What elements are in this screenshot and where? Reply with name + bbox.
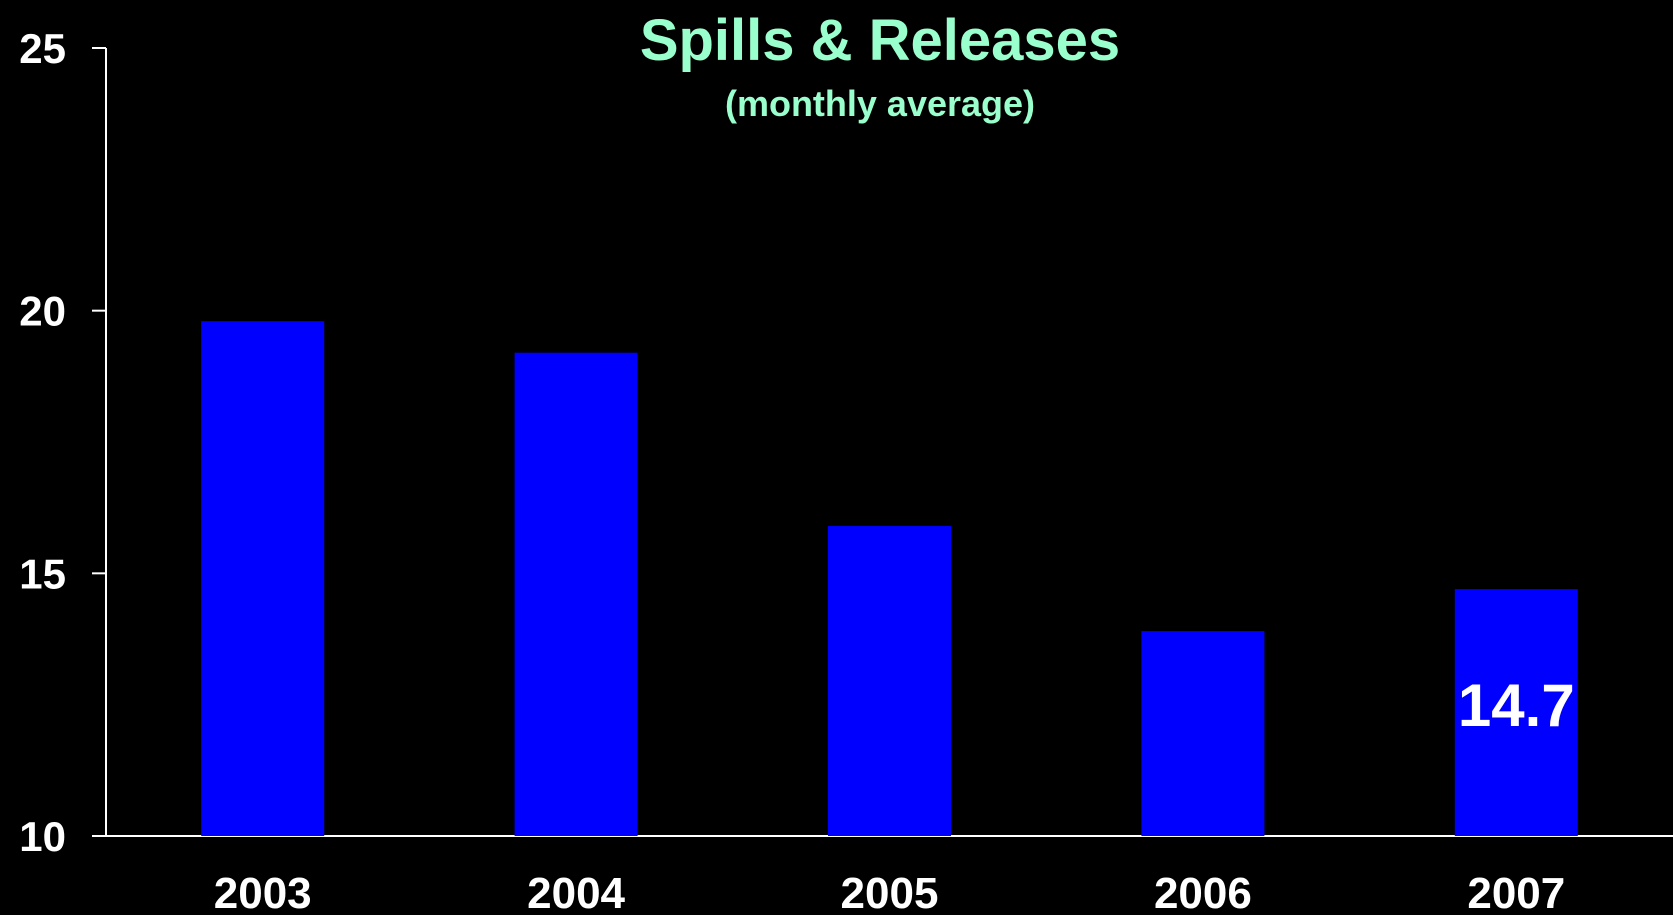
- y-tick-label: 25: [19, 25, 66, 72]
- x-tick-label: 2007: [1467, 869, 1565, 915]
- bar-2006: [1141, 631, 1265, 836]
- y-tick-label: 20: [19, 288, 66, 335]
- x-tick-label: 2003: [214, 869, 312, 915]
- y-tick-label: 10: [19, 813, 66, 860]
- chart-title: Spills & Releases: [640, 8, 1120, 73]
- data-label-2007: 14.7: [1458, 672, 1575, 739]
- bar-2005: [828, 526, 951, 836]
- bar-2007: [1454, 589, 1578, 836]
- bar-2004: [514, 352, 638, 836]
- x-tick-label: 2006: [1154, 869, 1252, 915]
- bars: [201, 321, 1578, 836]
- y-tick-label: 15: [19, 550, 66, 597]
- chart-subtitle: (monthly average): [725, 83, 1035, 124]
- bar-2003: [201, 321, 325, 836]
- x-tick-label: 2004: [527, 869, 625, 915]
- labels: 10 15 20 25 2003 2004 2005 2006 2007 14.7: [19, 25, 1574, 915]
- x-tick-label: 2005: [841, 869, 939, 915]
